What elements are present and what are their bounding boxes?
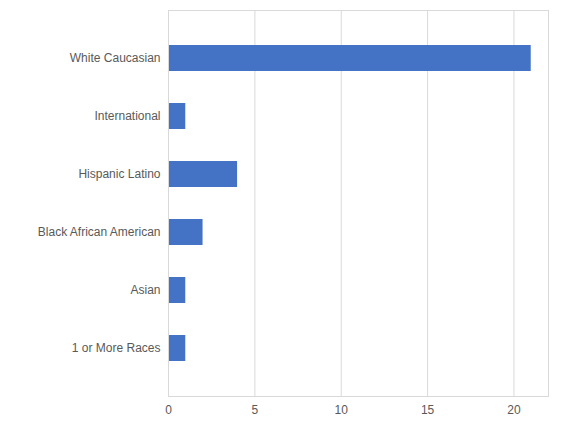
- svg-text:Asian: Asian: [130, 283, 160, 297]
- svg-text:Black African American: Black African American: [38, 225, 161, 239]
- svg-text:20: 20: [507, 403, 521, 417]
- svg-text:1 or More Races: 1 or More Races: [72, 341, 161, 355]
- svg-text:5: 5: [252, 403, 259, 417]
- svg-text:0: 0: [165, 403, 172, 417]
- svg-text:International: International: [94, 109, 160, 123]
- svg-text:White Caucasian: White Caucasian: [70, 51, 161, 65]
- svg-text:Hispanic Latino: Hispanic Latino: [78, 167, 160, 181]
- svg-text:15: 15: [421, 403, 435, 417]
- svg-text:10: 10: [335, 403, 349, 417]
